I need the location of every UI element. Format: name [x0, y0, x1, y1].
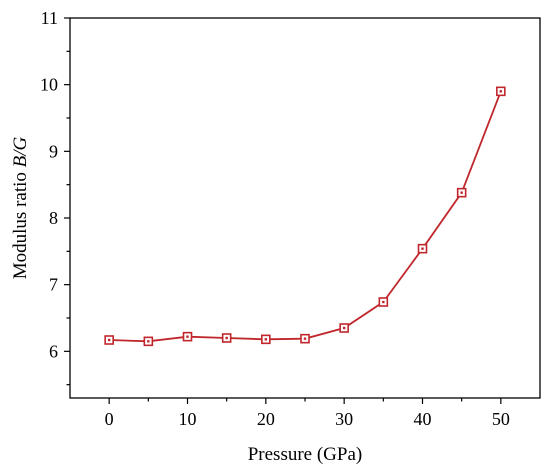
y-tick-label: 7	[49, 275, 58, 295]
data-point-marker	[104, 335, 114, 345]
y-tick-label: 10	[40, 75, 58, 95]
data-point-marker	[143, 336, 154, 347]
x-tick-label: 20	[257, 409, 275, 429]
data-point-marker	[300, 333, 310, 344]
x-tick-label: 30	[335, 409, 353, 429]
x-tick-label: 50	[492, 409, 510, 429]
data-point-marker	[261, 334, 271, 345]
y-tick-label: 11	[41, 8, 58, 28]
y-axis-title-italic: B/G	[10, 136, 31, 167]
x-axis-ticks: 0 10 20 30 40 50	[105, 398, 510, 429]
data-point-marker	[496, 86, 506, 97]
series-layer	[104, 86, 506, 347]
y-tick-label: 9	[49, 141, 58, 161]
x-axis-title: Pressure (GPa)	[248, 444, 363, 465]
data-point-marker	[456, 187, 467, 198]
data-point-marker	[378, 297, 389, 307]
y-axis-title-prefix: Modulus ratio	[10, 167, 31, 279]
series-line	[109, 91, 502, 343]
x-tick-label: 0	[105, 409, 114, 429]
data-point-marker	[417, 243, 428, 254]
data-point-marker	[182, 331, 193, 342]
y-tick-label: 8	[49, 208, 58, 228]
y-axis-title: Modulus ratio B/G	[10, 136, 31, 279]
x-tick-label: 40	[414, 409, 432, 429]
y-axis-ticks: 6 7 8 9 10 11	[40, 8, 70, 386]
data-point-marker	[221, 333, 232, 343]
data-point-marker	[339, 323, 349, 333]
y-tick-label: 6	[49, 341, 58, 361]
x-tick-label: 10	[179, 409, 197, 429]
